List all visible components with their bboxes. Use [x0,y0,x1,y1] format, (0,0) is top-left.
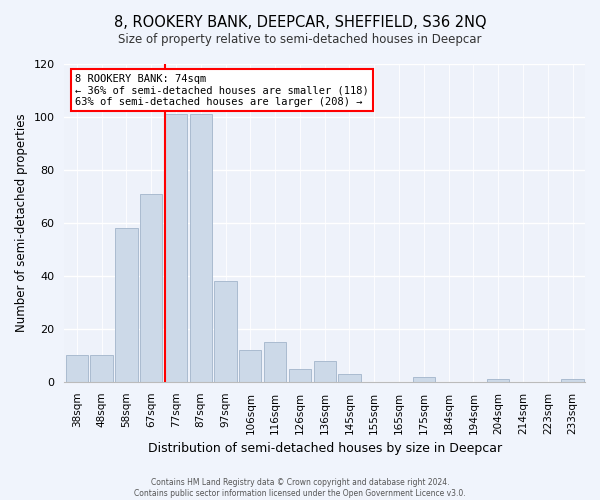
Bar [140,194,163,382]
Text: 8 ROOKERY BANK: 74sqm
← 36% of semi-detached houses are smaller (118)
63% of sem: 8 ROOKERY BANK: 74sqm ← 36% of semi-deta… [75,74,368,106]
X-axis label: Distribution of semi-detached houses by size in Deepcar: Distribution of semi-detached houses by … [148,442,502,455]
Bar [338,374,361,382]
Text: 8, ROOKERY BANK, DEEPCAR, SHEFFIELD, S36 2NQ: 8, ROOKERY BANK, DEEPCAR, SHEFFIELD, S36… [113,15,487,30]
Bar [91,356,113,382]
Bar [413,376,435,382]
Bar [190,114,212,382]
Text: Size of property relative to semi-detached houses in Deepcar: Size of property relative to semi-detach… [118,32,482,46]
Bar [289,368,311,382]
Bar [562,379,584,382]
Bar [65,356,88,382]
Bar [487,379,509,382]
Bar [264,342,286,382]
Y-axis label: Number of semi-detached properties: Number of semi-detached properties [15,114,28,332]
Bar [314,360,336,382]
Bar [239,350,262,382]
Bar [165,114,187,382]
Bar [214,281,236,382]
Bar [115,228,137,382]
Text: Contains HM Land Registry data © Crown copyright and database right 2024.
Contai: Contains HM Land Registry data © Crown c… [134,478,466,498]
